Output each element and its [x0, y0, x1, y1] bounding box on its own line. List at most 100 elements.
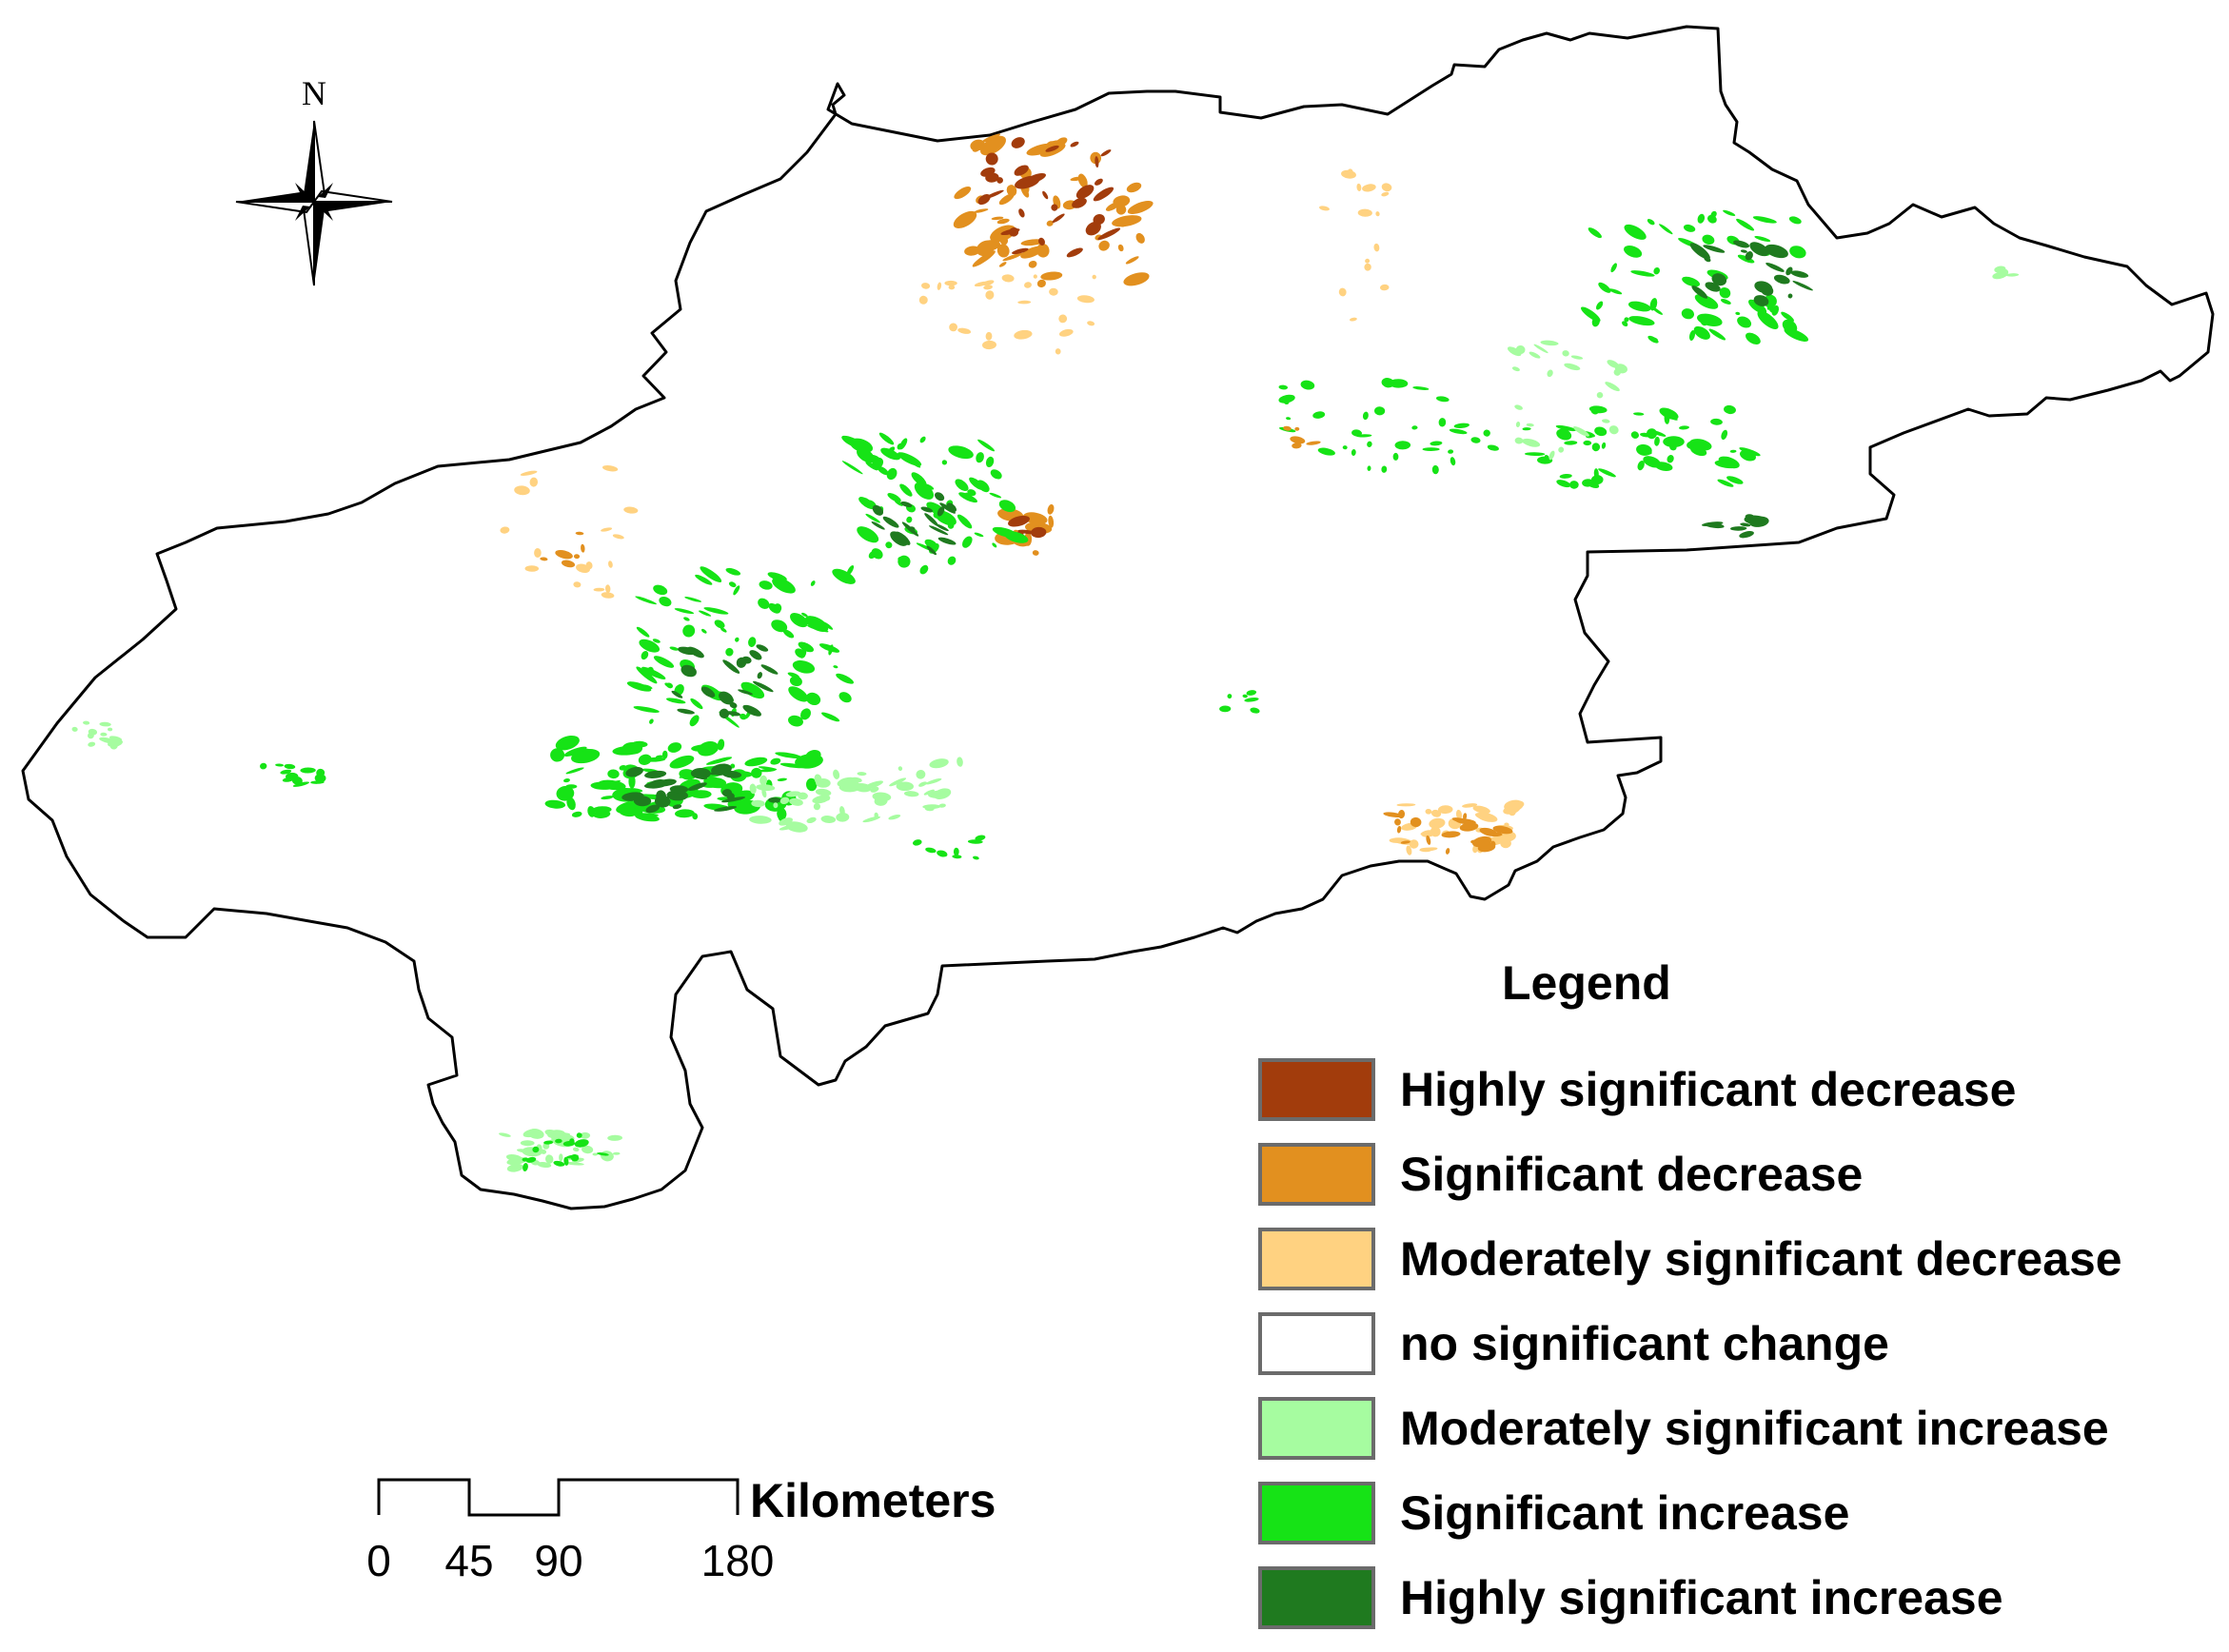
- change-patch: [689, 715, 700, 727]
- change-patch: [759, 580, 773, 590]
- change-patch: [601, 527, 613, 532]
- change-patch: [1430, 809, 1442, 817]
- change-patch: [722, 770, 742, 778]
- change-patch: [850, 777, 862, 783]
- change-patch: [100, 732, 108, 737]
- change-patch: [1292, 442, 1302, 449]
- change-patch: [1227, 694, 1233, 699]
- change-patch: [667, 742, 682, 753]
- change-patch: [523, 1163, 528, 1171]
- change-patch: [1115, 205, 1127, 215]
- change-patch: [920, 506, 934, 513]
- change-patch: [1024, 282, 1032, 288]
- change-patch: [684, 597, 702, 602]
- change-patch: [972, 250, 996, 267]
- change-patch: [1679, 425, 1689, 430]
- change-patch: [645, 804, 661, 814]
- change-patch: [556, 785, 575, 801]
- change-patch: [88, 732, 94, 739]
- change-patch: [924, 806, 935, 812]
- change-patch: [623, 506, 639, 514]
- change-patch: [751, 767, 762, 778]
- legend-item: Highly significant decrease: [1258, 1047, 2122, 1131]
- change-patch: [975, 835, 986, 841]
- change-patch: [1721, 429, 1728, 441]
- change-patch: [833, 665, 838, 669]
- change-patch: [1548, 450, 1555, 461]
- change-patch: [1540, 340, 1559, 346]
- change-patch: [996, 244, 1010, 258]
- change-patch: [822, 621, 834, 630]
- change-patch: [537, 1161, 552, 1169]
- change-patch: [703, 607, 729, 615]
- change-patch: [726, 711, 740, 717]
- change-patch: [1787, 293, 1793, 299]
- change-patch: [1610, 263, 1617, 273]
- change-patch: [1470, 437, 1481, 443]
- change-patch: [872, 504, 884, 516]
- north-label: N: [302, 74, 326, 112]
- change-patch: [669, 755, 695, 769]
- change-patch: [649, 718, 654, 724]
- change-patch: [1047, 140, 1061, 147]
- change-patch: [520, 470, 538, 476]
- change-patch: [575, 531, 584, 536]
- legend: Highly significant decrease Significant …: [1258, 1047, 2122, 1640]
- change-patch: [1515, 422, 1521, 427]
- change-patch: [631, 740, 648, 748]
- change-patch: [652, 639, 661, 643]
- legend-label: Significant decrease: [1400, 1147, 1864, 1201]
- change-patch: [1711, 273, 1727, 286]
- change-patch: [985, 152, 998, 166]
- change-patch: [1459, 822, 1479, 832]
- change-patch: [1093, 213, 1105, 226]
- change-patch: [316, 768, 325, 777]
- change-patch: [770, 757, 781, 765]
- change-patch: [976, 452, 984, 463]
- change-patch: [1375, 211, 1380, 217]
- change-patch: [555, 550, 573, 560]
- change-patch: [1740, 249, 1747, 253]
- change-patch: [1556, 428, 1572, 441]
- change-patch: [989, 492, 1002, 499]
- change-patch: [976, 240, 996, 256]
- change-patch: [773, 802, 779, 809]
- change-patch: [1529, 351, 1541, 359]
- change-patch: [655, 755, 664, 758]
- change-patch: [1362, 411, 1369, 421]
- change-patch: [1085, 221, 1101, 236]
- change-patch: [563, 1156, 569, 1166]
- change-patch: [1018, 518, 1026, 524]
- change-patch: [1667, 455, 1674, 463]
- change-patch: [877, 465, 889, 476]
- change-patch: [900, 501, 913, 508]
- change-patch: [1394, 441, 1411, 450]
- change-patch: [593, 587, 605, 592]
- change-patch: [1704, 256, 1711, 263]
- change-patch: [857, 447, 875, 462]
- change-patch: [962, 536, 973, 548]
- change-patch: [991, 216, 1004, 221]
- change-patch: [1498, 831, 1516, 842]
- change-patch: [1448, 449, 1454, 454]
- change-patch: [1730, 526, 1747, 531]
- change-patch: [1119, 222, 1127, 227]
- change-patch: [899, 483, 913, 497]
- change-patch: [773, 603, 782, 614]
- change-patch: [1733, 240, 1750, 248]
- change-patch: [998, 193, 1015, 206]
- change-patch: [1559, 473, 1572, 479]
- change-patch: [1630, 431, 1640, 439]
- change-patch: [919, 436, 926, 443]
- change-patch: [109, 742, 118, 750]
- change-patch: [756, 784, 776, 792]
- change-patch: [1392, 452, 1399, 461]
- change-patch: [749, 816, 772, 824]
- change-patch: [1701, 521, 1724, 527]
- change-patch: [1601, 442, 1607, 449]
- change-patch: [801, 612, 808, 618]
- change-patch: [1286, 417, 1292, 421]
- change-patch: [499, 1132, 511, 1137]
- change-patch: [858, 497, 876, 510]
- change-patch: [585, 561, 593, 570]
